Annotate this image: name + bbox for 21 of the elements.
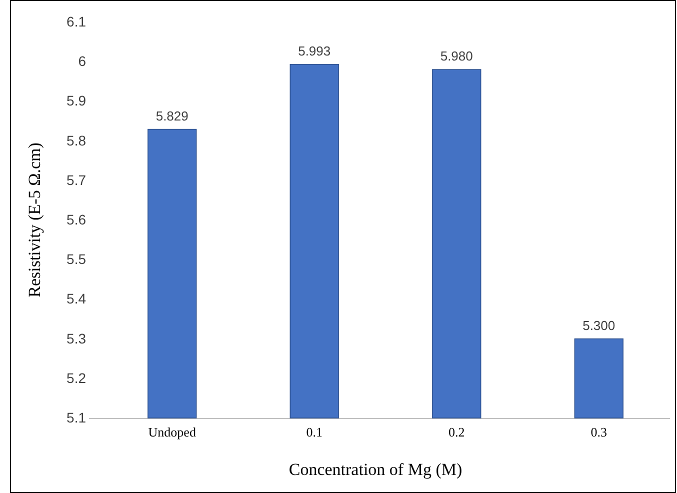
data-label: 5.980 bbox=[440, 48, 473, 64]
x-tick-label: 0.2 bbox=[448, 424, 465, 440]
y-tick-label: 6.1 bbox=[66, 13, 86, 30]
y-tick-label: 5.5 bbox=[66, 251, 86, 268]
y-tick-label: 6 bbox=[78, 53, 86, 70]
y-tick-label: 5.7 bbox=[66, 172, 86, 188]
x-tick-label: 0.1 bbox=[306, 424, 322, 440]
x-tick-label: 0.3 bbox=[590, 424, 607, 440]
y-tick-label: 5.2 bbox=[66, 370, 86, 386]
data-label: 5.993 bbox=[298, 43, 331, 58]
y-tick-label: 5.9 bbox=[66, 92, 86, 109]
y-tick-label: 5.6 bbox=[66, 211, 86, 228]
x-tick-label: Undoped bbox=[148, 424, 196, 440]
y-tick-label: 5.3 bbox=[66, 330, 86, 346]
y-tick-label: 5.4 bbox=[66, 290, 86, 307]
y-tick-label: 5.1 bbox=[66, 409, 86, 426]
x-axis-title: Concentration of Mg (M) bbox=[288, 460, 462, 479]
y-tick-label: 5.8 bbox=[66, 132, 86, 148]
data-label: 5.300 bbox=[582, 318, 616, 333]
y-axis-title: Resistivity (E-5 Ω.cm) bbox=[25, 142, 44, 298]
data-label: 5.829 bbox=[156, 108, 188, 124]
